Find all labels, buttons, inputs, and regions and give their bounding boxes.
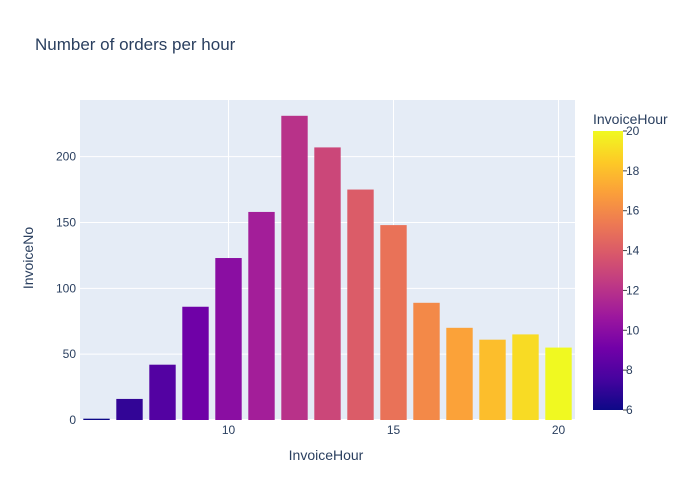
colorbar: InvoiceHour 6 8 10 12 14 16 18 20 <box>593 111 668 417</box>
bar-hour-14[interactable] <box>347 189 374 420</box>
x-tick-label: 15 <box>387 423 401 437</box>
colorbar-tick-label: 10 <box>626 323 640 337</box>
x-tick-label: 20 <box>552 423 566 437</box>
colorbar-tick-label: 18 <box>626 164 640 178</box>
colorbar-tick-label: 20 <box>626 124 640 138</box>
colorbar-tick-label: 8 <box>626 363 633 377</box>
y-axis-ticks: 0 50 100 150 200 <box>56 150 76 427</box>
colorbar-tick-label: 6 <box>626 403 633 417</box>
colorbar-gradient <box>593 131 623 410</box>
y-tick-label: 200 <box>56 150 76 164</box>
y-tick-label: 100 <box>56 281 76 295</box>
bar-hour-6[interactable] <box>83 418 110 420</box>
bar-hour-17[interactable] <box>446 327 473 420</box>
bar-hour-13[interactable] <box>314 147 341 420</box>
bar-hour-11[interactable] <box>248 211 275 420</box>
bar-hour-12[interactable] <box>281 115 308 421</box>
bar-hour-10[interactable] <box>215 258 242 420</box>
bar-hour-9[interactable] <box>182 306 209 420</box>
x-tick-label: 10 <box>222 423 236 437</box>
y-axis-title: InvoiceNo <box>20 227 36 289</box>
bar-hour-7[interactable] <box>116 398 143 420</box>
colorbar-tick-label: 16 <box>626 204 640 218</box>
bar-hour-20[interactable] <box>545 347 572 420</box>
colorbar-ticks: 6 8 10 12 14 16 18 20 <box>623 124 640 417</box>
bar-hour-18[interactable] <box>479 339 506 420</box>
bar-hour-15[interactable] <box>380 225 407 420</box>
y-tick-label: 150 <box>56 215 76 229</box>
x-axis-title: InvoiceHour <box>289 447 364 463</box>
colorbar-tick-label: 12 <box>626 283 640 297</box>
x-axis-ticks: 10 15 20 <box>222 423 566 437</box>
y-tick-label: 0 <box>69 413 76 427</box>
colorbar-tick-label: 14 <box>626 244 640 258</box>
bar-hour-19[interactable] <box>512 334 539 420</box>
bars <box>83 115 572 421</box>
colorbar-title: InvoiceHour <box>593 111 668 127</box>
chart-title: Number of orders per hour <box>35 35 236 54</box>
bar-hour-16[interactable] <box>413 302 440 420</box>
bar-hour-8[interactable] <box>149 364 176 420</box>
y-tick-label: 50 <box>63 347 77 361</box>
